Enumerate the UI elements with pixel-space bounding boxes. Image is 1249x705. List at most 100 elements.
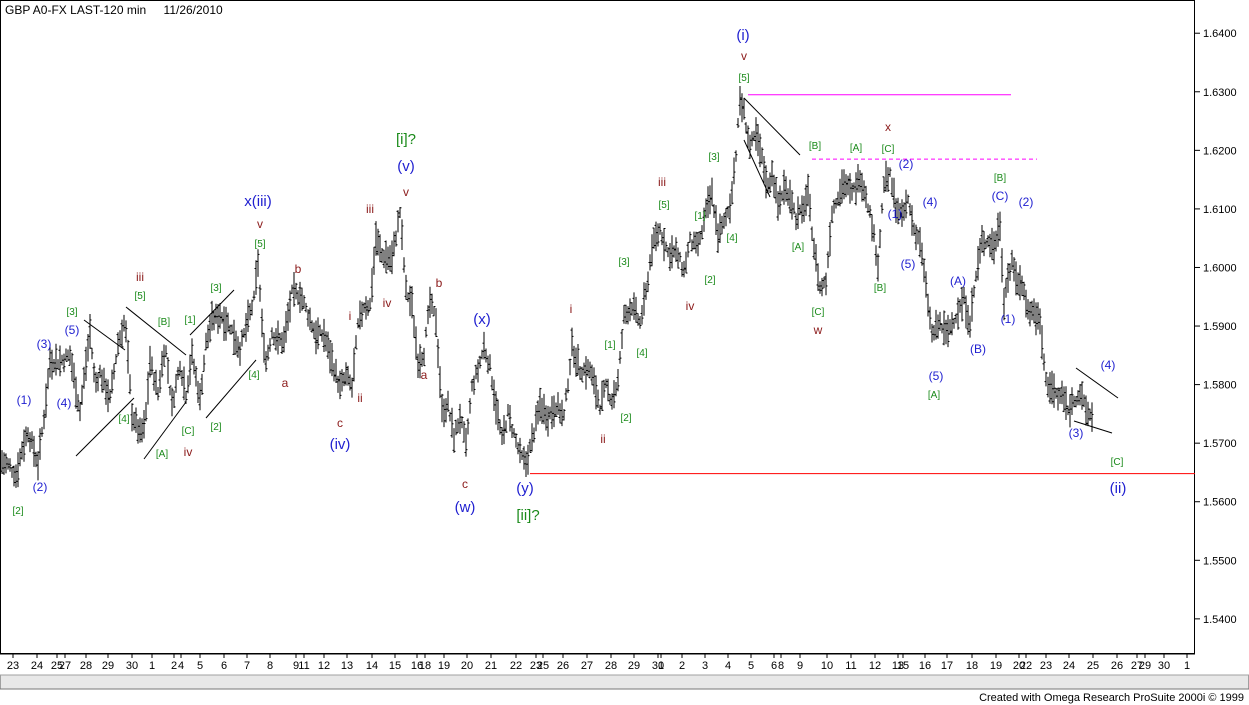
price-bar (136, 419, 140, 444)
price-bar (828, 221, 832, 257)
price-bar (900, 199, 904, 227)
price-bar (520, 450, 524, 460)
price-bar (276, 320, 280, 355)
price-bar (732, 157, 736, 185)
wave-label: c (337, 416, 343, 430)
wave-label: [3] (66, 307, 77, 318)
price-bar (230, 324, 234, 335)
price-bar (54, 343, 58, 376)
price-bar (278, 332, 282, 347)
price-bar (174, 373, 178, 393)
price-bar (790, 190, 794, 220)
x-tick-label: 1 (149, 660, 155, 672)
x-tick-label: 27 (1131, 660, 1143, 672)
price-bar (126, 339, 130, 374)
price-bar (914, 224, 918, 251)
price-bar (882, 176, 886, 193)
price-bar (92, 362, 96, 383)
price-bar (404, 274, 408, 300)
x-tick-label: 28 (605, 660, 617, 672)
price-bar (840, 169, 844, 204)
price-bar (848, 173, 852, 204)
x-tick-label: 26 (557, 660, 569, 672)
price-bar (2, 452, 6, 475)
price-bar (748, 134, 752, 159)
wave-label: (ii) (1110, 480, 1127, 497)
wave-label: c (462, 477, 468, 491)
price-bar (622, 304, 626, 324)
price-bar (770, 160, 774, 187)
price-bar (250, 299, 254, 316)
price-bar (56, 359, 60, 370)
price-bar (822, 276, 826, 289)
price-bar (66, 349, 70, 362)
price-bar (834, 198, 838, 209)
price-bar (690, 239, 694, 252)
price-bar (452, 428, 456, 453)
price-bar (838, 178, 842, 207)
price-bar (374, 221, 378, 256)
price-bar (172, 390, 176, 409)
price-bar (334, 358, 338, 383)
price-bar (6, 458, 10, 470)
price-bar (430, 293, 434, 315)
price-bar (284, 311, 288, 343)
price-bar (558, 403, 562, 424)
price-bar (560, 399, 564, 427)
price-bar (784, 176, 788, 202)
price-bar (122, 314, 126, 332)
price-bar (328, 340, 332, 374)
price-bar (296, 290, 300, 306)
price-bar (456, 418, 460, 434)
price-bar (358, 300, 362, 330)
price-bar (418, 344, 422, 379)
price-bar (1026, 299, 1030, 320)
price-bar (134, 407, 138, 433)
price-bar (768, 172, 772, 194)
chart-title: GBP A0-FX LAST-120 min 11/26/2010 (5, 3, 223, 17)
price-bar (176, 366, 180, 380)
price-bar (956, 297, 960, 330)
price-bar (814, 243, 818, 272)
price-bar (292, 271, 296, 307)
x-tick-label: 15 (389, 660, 401, 672)
channel-line (1075, 367, 1119, 399)
price-bar (360, 301, 364, 328)
wave-label: [4] (726, 233, 737, 244)
x-tick-label: 24 (1063, 660, 1075, 672)
price-bar (164, 345, 168, 358)
price-bar (510, 423, 514, 439)
price-bar (118, 330, 122, 346)
price-bar (962, 286, 966, 305)
y-tick-label: 1.5700 (1203, 438, 1237, 450)
price-bar (866, 203, 870, 213)
price-bar (972, 285, 976, 298)
x-tick-label: 25 (1087, 660, 1099, 672)
price-bar (376, 228, 380, 256)
price-bar (338, 370, 342, 400)
price-bar (104, 378, 108, 405)
x-tick-label: 25 (51, 660, 63, 672)
price-bar (580, 366, 584, 383)
price-bar (464, 427, 468, 457)
price-bar (508, 404, 512, 432)
price-bar (894, 198, 898, 223)
price-bar (186, 375, 190, 394)
scrollbar-track[interactable] (0, 674, 1249, 690)
price-bar (1000, 248, 1004, 283)
price-bar (182, 366, 186, 401)
price-bar (1036, 302, 1040, 330)
price-bar (26, 427, 30, 443)
price-bar (368, 297, 372, 312)
plot-frame (0, 0, 1195, 654)
price-bar (264, 351, 268, 372)
price-bar (526, 444, 530, 475)
price-bar (522, 446, 526, 470)
price-bar (662, 228, 666, 262)
price-bar (964, 295, 968, 329)
price-bar (802, 195, 806, 223)
wave-label: [1] (694, 211, 705, 222)
channel-line (743, 97, 801, 156)
price-bar (148, 345, 152, 378)
price-bar (414, 326, 418, 360)
